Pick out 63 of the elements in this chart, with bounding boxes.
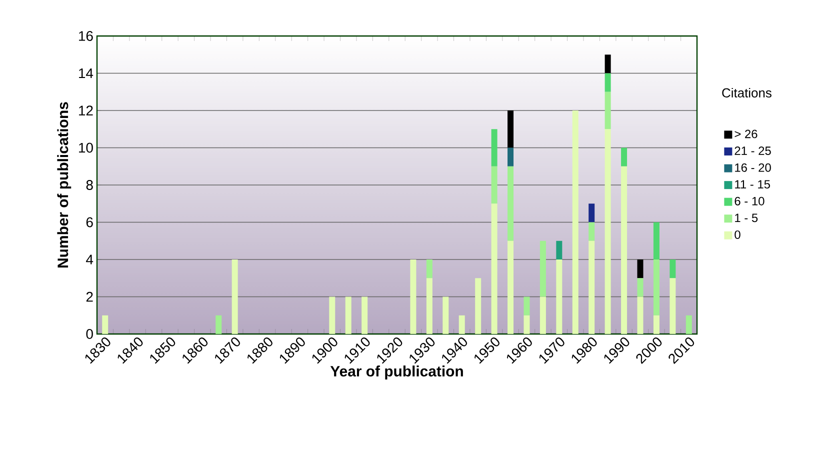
bar (426, 260, 432, 278)
bar (491, 204, 498, 334)
bar (670, 260, 676, 278)
bar (524, 296, 530, 316)
y-axis-title: Number of publications (57, 102, 72, 268)
bar (653, 260, 660, 316)
bar (362, 296, 368, 334)
bar (637, 296, 644, 334)
bar (588, 204, 595, 222)
bar (102, 315, 108, 334)
bar (345, 296, 352, 334)
bar (686, 315, 692, 334)
bar (232, 260, 238, 334)
bar (604, 73, 611, 92)
bar (508, 240, 514, 334)
y-tick-label: 10 (79, 142, 93, 153)
bar (329, 296, 336, 334)
bar (556, 240, 562, 260)
legend-label: 6 - 10 (734, 196, 764, 206)
bar (572, 110, 578, 334)
legend-label: 1 - 5 (735, 214, 758, 222)
y-tick-label: 2 (86, 292, 93, 302)
bar (637, 260, 644, 278)
bar (653, 315, 660, 334)
bar (604, 54, 611, 74)
bar (508, 110, 514, 148)
bar (556, 260, 562, 334)
bar (621, 166, 628, 334)
y-tick-label: 0 (86, 329, 93, 339)
y-tick-label: 12 (79, 106, 93, 116)
bar (670, 278, 676, 334)
bar (491, 166, 498, 204)
legend-label: 16 - 20 (735, 163, 771, 172)
bar (621, 148, 628, 166)
y-tick-label: 6 (86, 217, 93, 228)
bar (491, 129, 498, 166)
bar (216, 315, 222, 334)
bar (588, 240, 595, 334)
bar (410, 260, 416, 334)
y-tick-label: 14 (79, 68, 94, 78)
bar (426, 278, 432, 334)
legend-label: 11 - 15 (735, 180, 770, 189)
legend-label: > 26 (734, 130, 758, 138)
bar (508, 166, 514, 241)
bar (588, 222, 595, 241)
bar (540, 296, 546, 334)
y-tick-label: 8 (86, 180, 93, 190)
bar (653, 222, 660, 260)
bar (508, 148, 514, 166)
y-tick-label: 16 (79, 31, 93, 41)
bar (524, 315, 530, 334)
legend-label: 21 - 25 (734, 146, 771, 156)
bar (540, 240, 546, 297)
bar (458, 315, 465, 334)
bar (637, 278, 644, 297)
legend-title: Citations (722, 88, 772, 98)
bar (604, 92, 611, 130)
x-axis-title: Year of publication (330, 366, 463, 380)
y-tick-label: 4 (86, 254, 94, 264)
bar (475, 278, 482, 334)
bar (442, 296, 449, 334)
bar (604, 129, 611, 334)
legend-label: 0 (734, 230, 740, 239)
